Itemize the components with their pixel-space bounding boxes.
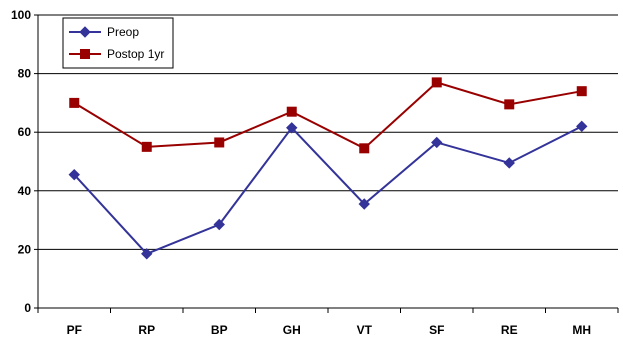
data-point xyxy=(576,120,588,133)
legend-marker xyxy=(80,49,90,59)
y-tick-label: 80 xyxy=(18,67,32,81)
data-point xyxy=(431,77,442,88)
y-tick-label: 40 xyxy=(18,184,32,198)
data-point xyxy=(286,122,298,134)
y-tick-label: 0 xyxy=(24,301,31,315)
x-tick-label: RP xyxy=(138,323,155,337)
series-line xyxy=(73,125,583,255)
data-point xyxy=(141,141,152,152)
legend-marker xyxy=(79,26,91,38)
x-tick-label: SF xyxy=(429,323,444,337)
data-point xyxy=(69,97,80,108)
series-group xyxy=(68,77,588,260)
y-tick-label: 60 xyxy=(18,125,32,139)
data-point xyxy=(503,157,515,169)
data-point xyxy=(68,168,80,181)
x-tick-label: PF xyxy=(67,323,82,337)
legend-label: Postop 1yr xyxy=(107,47,164,61)
data-point xyxy=(213,218,225,231)
y-tick-label: 20 xyxy=(18,242,32,256)
series-line xyxy=(73,81,582,150)
gridlines xyxy=(38,14,618,250)
x-tick-label: GH xyxy=(283,323,301,337)
data-point xyxy=(214,137,225,148)
data-point xyxy=(286,106,297,117)
legend-box xyxy=(62,17,174,69)
series-postop-1yr xyxy=(69,77,587,154)
data-point xyxy=(358,198,370,210)
y-tick-label: 100 xyxy=(11,8,31,22)
data-point xyxy=(359,143,370,154)
x-tick-labels: PF RP BP GH VT SF RE MH xyxy=(67,323,592,337)
data-point xyxy=(431,136,443,149)
x-tick-label: VT xyxy=(357,323,373,337)
x-tick-label: RE xyxy=(501,323,518,337)
axes xyxy=(34,14,619,313)
x-tick-label: BP xyxy=(211,323,228,337)
data-point xyxy=(141,248,153,260)
y-tick-labels: 0 20 40 60 80 100 xyxy=(11,8,31,315)
series-preop xyxy=(68,120,588,260)
data-point xyxy=(576,86,587,97)
x-tick-label: MH xyxy=(572,323,591,337)
legend-label: Preop xyxy=(107,25,139,39)
legend: Preop Postop 1yr xyxy=(62,17,174,69)
data-point xyxy=(504,99,515,110)
